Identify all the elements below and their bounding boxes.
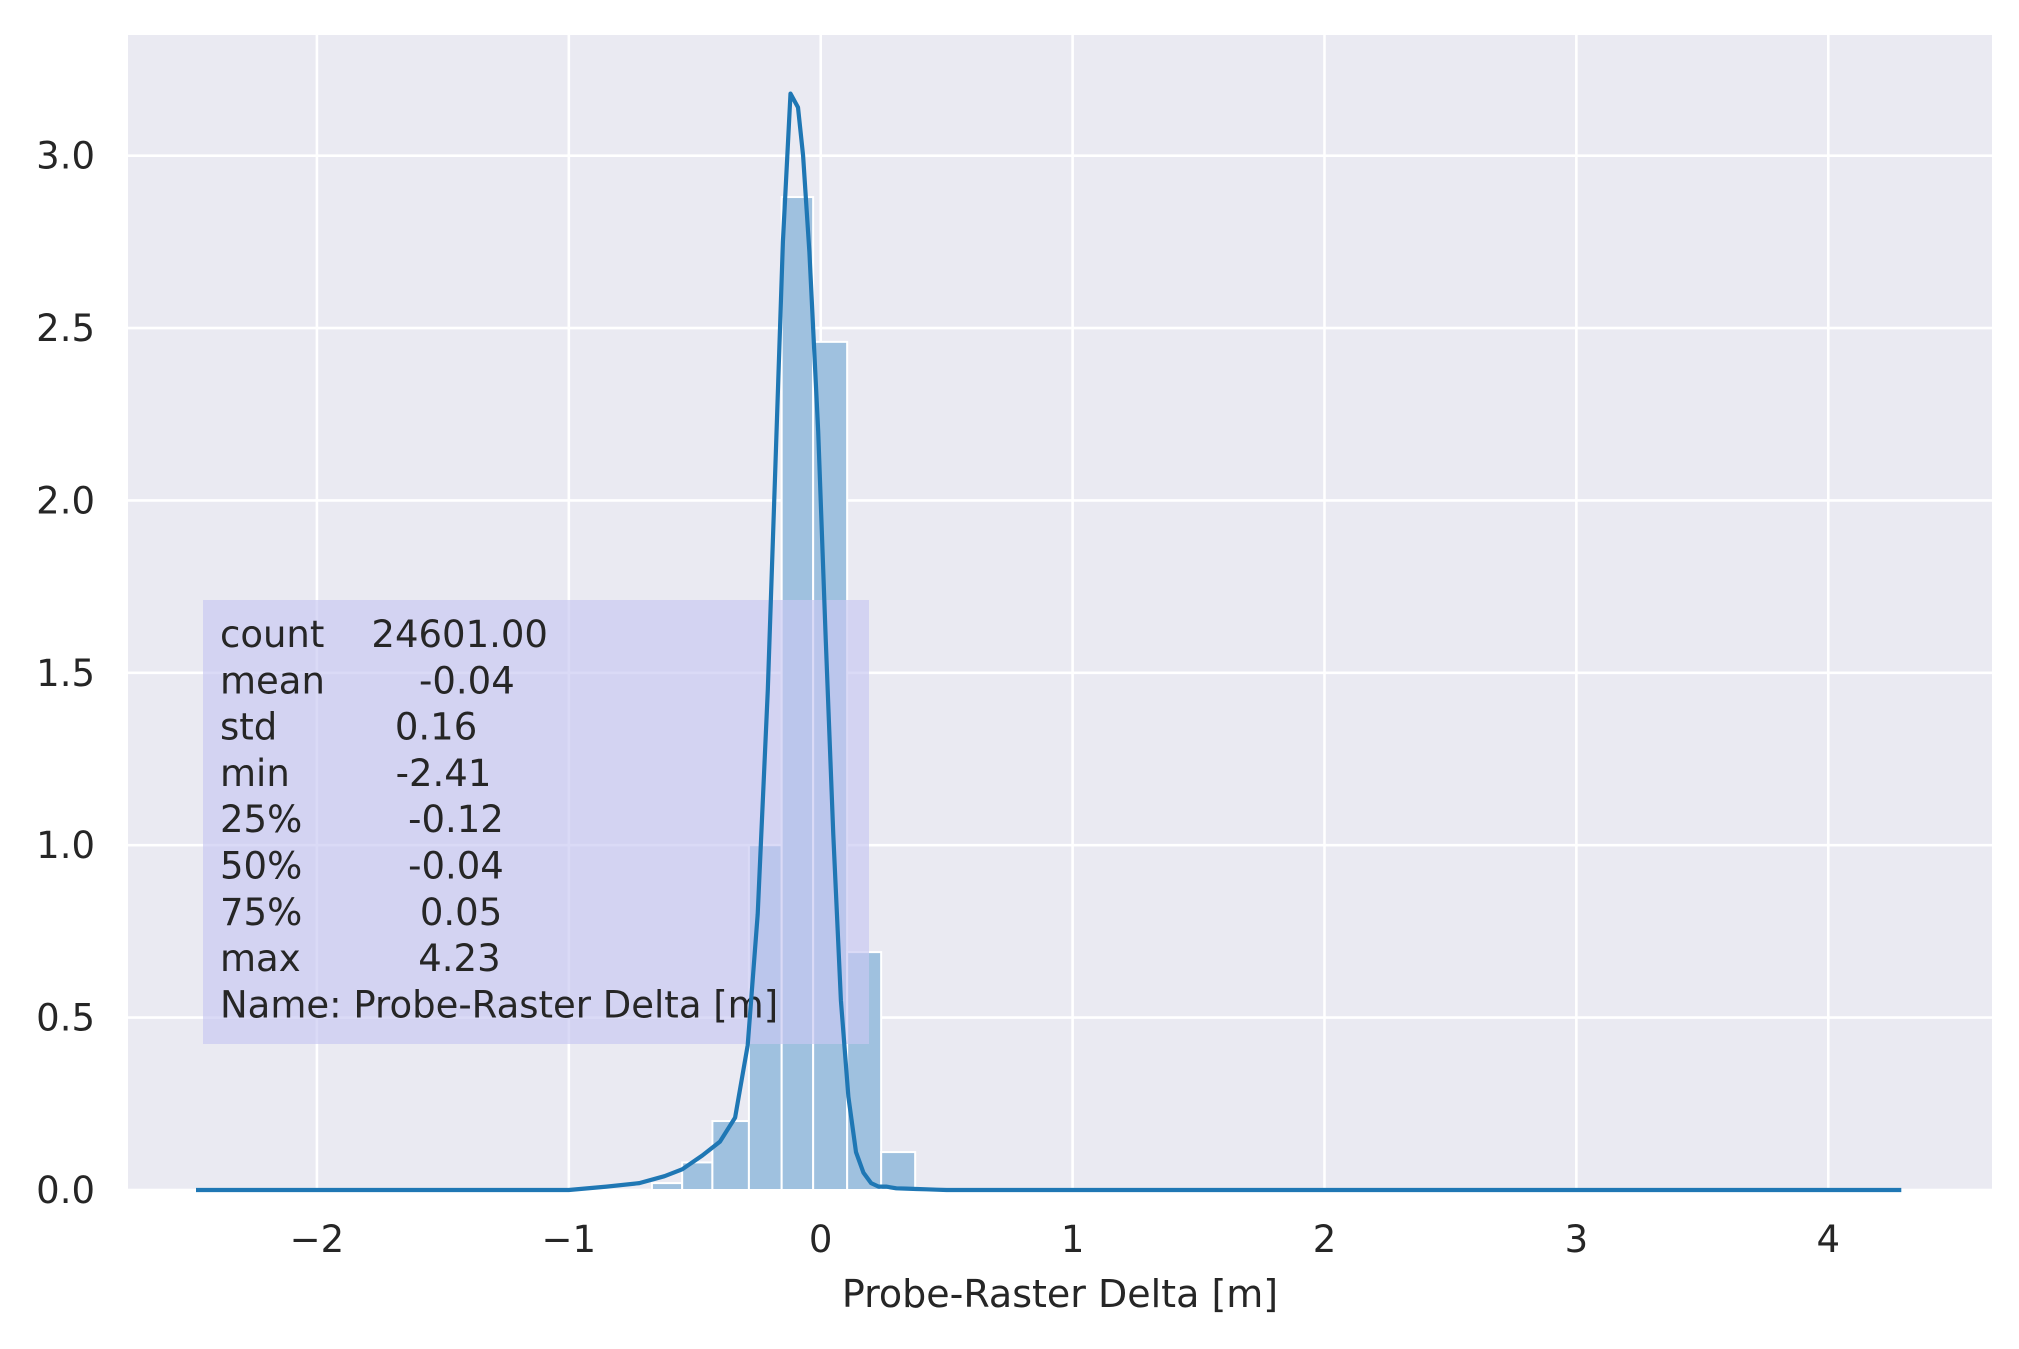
stats-line: 25% -0.12 [220,798,504,841]
y-tick-label: 1.5 [36,652,95,695]
y-tick-label: 2.5 [36,307,95,350]
histogram-bar [650,1182,684,1192]
stats-line: count 24601.00 [220,613,548,656]
x-tick-label: 3 [1565,1218,1589,1261]
x-tick-label: 1 [1061,1218,1085,1261]
x-tick-label: 2 [1313,1218,1337,1261]
x-tick-label: 4 [1816,1218,1840,1261]
x-axis-ticks: −2 −1 0 1 2 3 4 [290,1218,1840,1261]
stats-line: mean -0.04 [220,659,515,702]
stats-line: std 0.16 [220,706,477,749]
x-tick-label: 0 [809,1218,833,1261]
x-tick-label: −2 [290,1218,345,1261]
stats-line: 50% -0.04 [220,845,504,888]
kde-line [196,91,1902,1193]
y-tick-label: 2.0 [36,479,95,522]
y-tick-label: 3.0 [36,135,95,178]
y-axis-ticks: 0.0 0.5 1.0 1.5 2.0 2.5 3.0 [36,135,95,1212]
histogram-bar [711,1120,750,1192]
y-tick-label: 0.0 [36,1169,95,1212]
y-tick-label: 0.5 [36,997,95,1040]
histogram-bar [880,1151,917,1191]
x-axis-label: Probe-Raster Delta [m] [842,1272,1278,1316]
y-tick-label: 1.0 [36,824,95,867]
stats-line: 75% 0.05 [220,891,502,934]
stats-line: Name: Probe-Raster Delta [m] [220,983,778,1026]
stats-box-background [203,600,869,1044]
stats-line: min -2.41 [220,752,491,795]
kde-curve-group [196,91,1902,1193]
stats-line: max 4.23 [220,937,501,980]
x-tick-label: −1 [542,1218,597,1261]
